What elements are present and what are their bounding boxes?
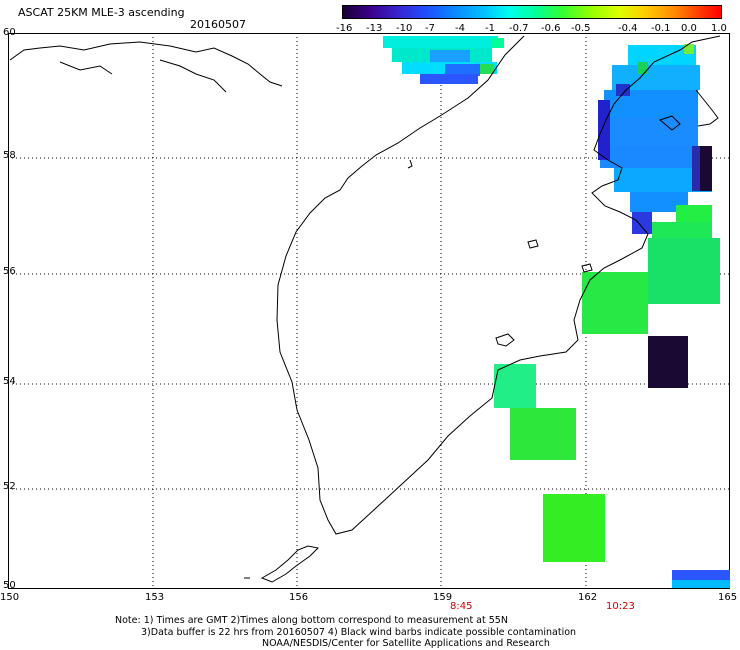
colorbar-label-4: -4 [455,23,465,34]
colorbar-label-5: -1 [485,23,495,34]
colorbar-label-7: -0.6 [541,23,561,34]
y-label-52: 52 [3,481,16,492]
colorbar-label-0: -16 [336,23,353,34]
x-label-150: 150 [0,592,20,603]
colorbar-label-8: -0.5 [571,23,591,34]
y-label-50: 50 [3,580,16,591]
y-label-60: 60 [3,27,16,38]
y-label-54: 54 [3,376,16,387]
colorbar-label-12: 1.0 [711,23,727,34]
map-date: 20160507 [190,18,246,31]
y-label-58: 58 [3,150,16,161]
map-frame [8,33,730,589]
grid-lines [8,33,730,588]
x-label-162: 162 [578,592,598,603]
colorbar-label-6: -0.7 [509,23,529,34]
y-label-56: 56 [3,266,16,277]
time-label-1: 8:45 [450,601,473,612]
colorbar-label-1: -13 [366,23,383,34]
x-label-159: 159 [433,592,453,603]
x-label-156: 156 [289,592,309,603]
note-line-3: NOAA/NESDIS/Center for Satellite Applica… [262,638,550,649]
note-line-1: Note: 1) Times are GMT 2)Times along bot… [115,615,508,626]
x-label-165: 165 [718,592,738,603]
colorbar-label-10: -0.1 [651,23,671,34]
time-label-2: 10:23 [606,601,635,612]
colorbar [342,5,722,19]
x-label-153: 153 [145,592,165,603]
colorbar-label-9: -0.4 [618,23,638,34]
note-line-2: 3)Data buffer is 22 hrs from 20160507 4)… [141,627,577,638]
colorbar-label-2: -10 [396,23,413,34]
wind-cells [383,36,730,588]
colorbar-label-3: -7 [425,23,435,34]
colorbar-label-11: 0.0 [681,23,697,34]
coastline [9,35,721,583]
map-title: ASCAT 25KM MLE-3 ascending [18,6,185,19]
